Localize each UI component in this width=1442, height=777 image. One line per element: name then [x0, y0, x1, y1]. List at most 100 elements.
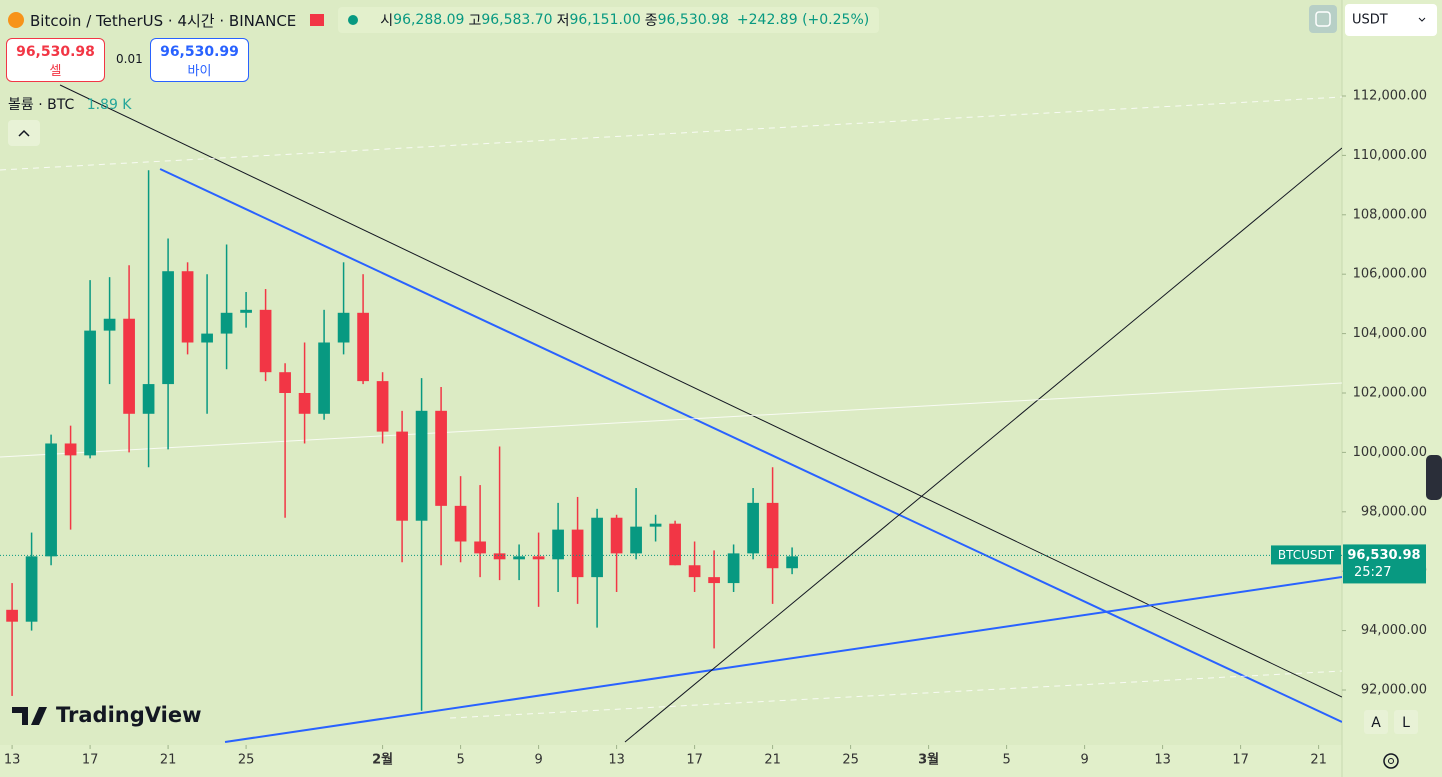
candle-body — [766, 502, 779, 569]
candle-body — [64, 443, 77, 456]
candle-body — [591, 517, 603, 578]
candle-body — [220, 312, 233, 334]
currency-label: USDT — [1352, 13, 1388, 28]
candle-body — [259, 309, 272, 373]
auto-scale-button[interactable] — [1364, 710, 1388, 734]
countdown: 25:27 — [1354, 565, 1391, 580]
y-tick-label: 104,000.00 — [1353, 326, 1427, 341]
x-tick-label: 21 — [1310, 753, 1327, 768]
candle-body — [318, 342, 330, 414]
y-tick-label: 92,000.00 — [1361, 682, 1427, 697]
y-tick-label: 100,000.00 — [1353, 445, 1427, 460]
candle-body — [123, 318, 135, 414]
coin-icon — [8, 12, 24, 28]
buy-button[interactable]: 96,530.99 바이 — [150, 38, 249, 82]
screenshot-icon — [1315, 11, 1331, 27]
y-tick-label: 108,000.00 — [1353, 207, 1427, 222]
collapse-icon — [18, 129, 30, 137]
candle-body — [747, 502, 759, 554]
volume-legend: 볼륨 · BTC 1.89 K — [8, 94, 132, 114]
price-scale — [1342, 0, 1442, 777]
y-tick-label: 112,000.00 — [1353, 88, 1427, 103]
candle-body — [84, 330, 96, 456]
candle-body — [298, 392, 311, 414]
candle-body — [727, 553, 740, 584]
volume-label: 볼륨 · BTC — [8, 97, 75, 113]
settings-icon-center — [1388, 758, 1394, 764]
candle-body — [142, 384, 155, 414]
candle-body — [513, 556, 525, 560]
candle-body — [415, 410, 428, 521]
candle-body — [532, 556, 545, 560]
y-tick-label: 110,000.00 — [1353, 148, 1427, 163]
side-handle[interactable] — [1426, 455, 1442, 500]
x-tick-label: 17 — [82, 753, 99, 768]
ohlc-key: 종 — [644, 13, 658, 29]
sell-price: 96,530.98 — [16, 44, 95, 60]
brand: TradingView — [56, 703, 201, 727]
log-scale-label: L — [1402, 715, 1410, 731]
flag-icon[interactable] — [310, 14, 325, 26]
y-tick-label: 106,000.00 — [1353, 267, 1427, 282]
logo-mark — [12, 707, 28, 725]
price-label-box — [1343, 544, 1426, 584]
collapse-button[interactable] — [8, 120, 40, 146]
settings-icon[interactable] — [1383, 753, 1399, 769]
quantity: 0.01 — [116, 52, 143, 66]
x-tick-label: 13 — [4, 753, 21, 768]
ohlc-bar: 시 96,288.09 고 96,583.70 저 96,151.00 종 96,530… — [338, 7, 880, 33]
x-tick-label: 17 — [1232, 753, 1249, 768]
ohlc-key: 저 — [556, 13, 570, 29]
candle-body — [103, 318, 116, 331]
candle-body — [357, 312, 369, 382]
price-label: 96,530.98 — [1347, 548, 1420, 563]
screenshot-button[interactable] — [1309, 5, 1337, 33]
y-tick-label: 98,000.00 — [1361, 504, 1427, 519]
trend-line — [159, 168, 1342, 723]
sell-label: 셀 — [49, 64, 62, 79]
symbol-title: Bitcoin / TetherUS · 4시간 · BINANCE — [30, 11, 297, 30]
ohlc-key: 시 — [380, 13, 394, 29]
log-scale-button[interactable] — [1394, 710, 1418, 734]
x-tick-label: 13 — [1154, 753, 1171, 768]
candle-body — [786, 556, 798, 569]
trend-line — [224, 575, 1342, 743]
x-tick-label: 5 — [1002, 753, 1010, 768]
y-tick-label: 94,000.00 — [1361, 623, 1427, 638]
candle-body — [688, 565, 701, 578]
candle-body — [571, 529, 584, 578]
trend-line — [450, 670, 1342, 719]
currency-dropdown[interactable] — [1345, 4, 1437, 36]
candle-body — [435, 410, 447, 506]
symbol-label: BTCUSDT — [1278, 548, 1335, 562]
logo-mark — [31, 707, 47, 725]
candle-body — [162, 271, 174, 385]
x-tick-label: 21 — [764, 753, 781, 768]
sell-button[interactable]: 96,530.98 셀 — [6, 38, 105, 82]
x-tick-label: 3월 — [918, 752, 939, 768]
trend-line — [0, 382, 1342, 458]
candle-body — [630, 526, 642, 554]
candle-body — [337, 312, 350, 343]
trend-line — [0, 96, 1342, 171]
candle-body — [6, 609, 18, 622]
ohlc-value: 96,530.98 — [657, 12, 729, 28]
candle-body — [181, 271, 194, 343]
candle-body — [396, 431, 408, 521]
x-tick-label: 9 — [1080, 753, 1088, 768]
buy-price: 96,530.99 — [160, 44, 239, 60]
market-status — [348, 15, 359, 25]
trend-line — [59, 84, 1342, 698]
candle-body — [279, 372, 291, 393]
symbol-label-box — [1271, 545, 1341, 565]
candle-body — [552, 529, 564, 560]
change: +242.89 (+0.25%) — [736, 12, 870, 28]
candle-body — [454, 505, 467, 542]
volume-value: 1.89 K — [86, 97, 132, 113]
candle-body — [493, 553, 506, 560]
candle-body — [376, 381, 389, 432]
candle-body — [610, 517, 623, 554]
ohlc-value: 96,151.00 — [569, 12, 641, 28]
